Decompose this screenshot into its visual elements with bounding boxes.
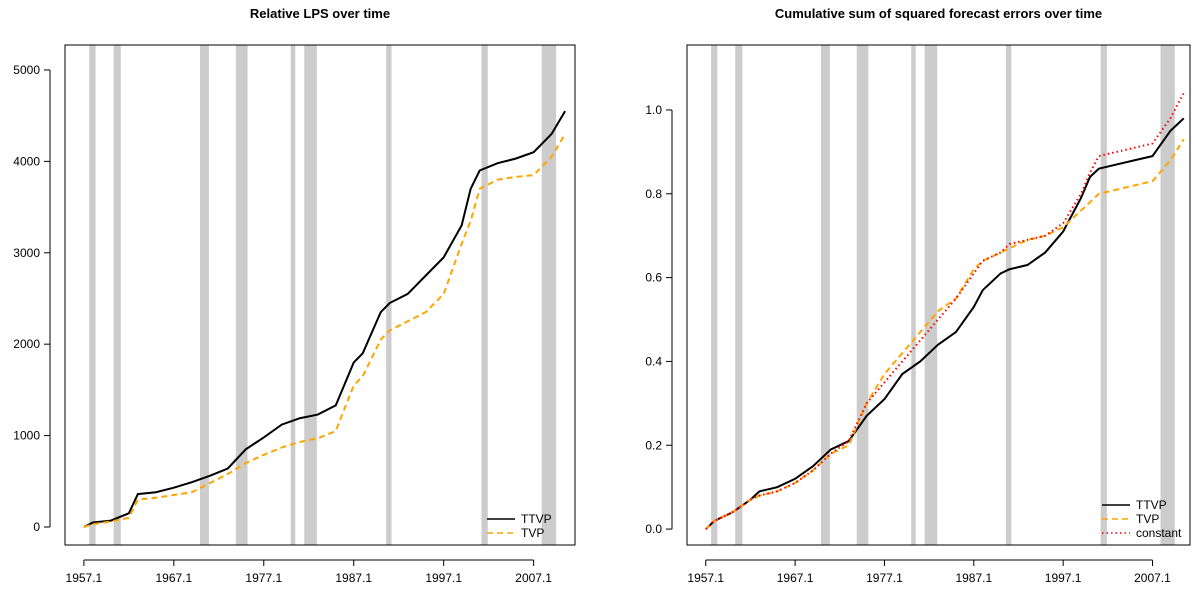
x-tick-label: 1967.1 (155, 571, 192, 585)
x-tick-label: 1997.1 (1045, 571, 1082, 585)
chart-title: Cumulative sum of squared forecast error… (775, 6, 1102, 21)
recession-band (735, 45, 743, 545)
legend-label: TVP (521, 526, 544, 540)
series-line (705, 117, 1185, 530)
y-tick-label: 0.0 (645, 522, 662, 536)
recession-band (235, 45, 248, 545)
y-tick-label: 0.8 (645, 187, 662, 201)
series-line (705, 92, 1185, 530)
recession-band (113, 45, 121, 545)
x-tick-label: 1977.1 (245, 571, 282, 585)
recession-band (386, 45, 392, 545)
recession-band (481, 45, 488, 545)
x-tick-label: 2007.1 (515, 571, 552, 585)
recession-band (541, 45, 557, 545)
recession-band (89, 45, 96, 545)
recession-band (856, 45, 869, 545)
recession-band (199, 45, 209, 545)
chart-title: Relative LPS over time (250, 6, 390, 21)
x-tick-label: 1977.1 (866, 571, 903, 585)
y-tick-label: 3000 (13, 246, 40, 260)
y-tick-label: 5000 (13, 63, 40, 77)
x-tick-label: 2007.1 (1134, 571, 1171, 585)
y-tick-label: 0.2 (645, 438, 662, 452)
series-line (83, 110, 566, 528)
y-tick-label: 1000 (13, 429, 40, 443)
series-line (705, 138, 1185, 530)
recession-band (1160, 45, 1175, 545)
x-tick-label: 1967.1 (777, 571, 814, 585)
recession-band (290, 45, 296, 545)
series-line (83, 133, 566, 528)
recession-band (1100, 45, 1107, 545)
x-tick-label: 1987.1 (335, 571, 372, 585)
x-tick-label: 1957.1 (66, 571, 103, 585)
y-tick-label: 2000 (13, 337, 40, 351)
recession-band (1005, 45, 1012, 545)
plot-frame (686, 44, 1191, 546)
plot-frame (64, 44, 576, 546)
recession-band (711, 45, 718, 545)
legend-label: constant (1136, 526, 1182, 540)
x-tick-label: 1987.1 (955, 571, 992, 585)
recession-band (304, 45, 317, 545)
legend-label: TTVP (1136, 498, 1167, 512)
legend-label: TTVP (521, 512, 552, 526)
legend-label: TVP (1136, 512, 1159, 526)
y-tick-label: 0 (33, 520, 40, 534)
x-tick-label: 1997.1 (425, 571, 462, 585)
x-tick-label: 1957.1 (687, 571, 724, 585)
y-tick-label: 0.6 (645, 271, 662, 285)
y-tick-label: 1.0 (645, 103, 662, 117)
y-tick-label: 0.4 (645, 354, 662, 368)
recession-band (911, 45, 916, 545)
recession-band (821, 45, 830, 545)
y-tick-label: 4000 (13, 154, 40, 168)
recession-band (924, 45, 938, 545)
